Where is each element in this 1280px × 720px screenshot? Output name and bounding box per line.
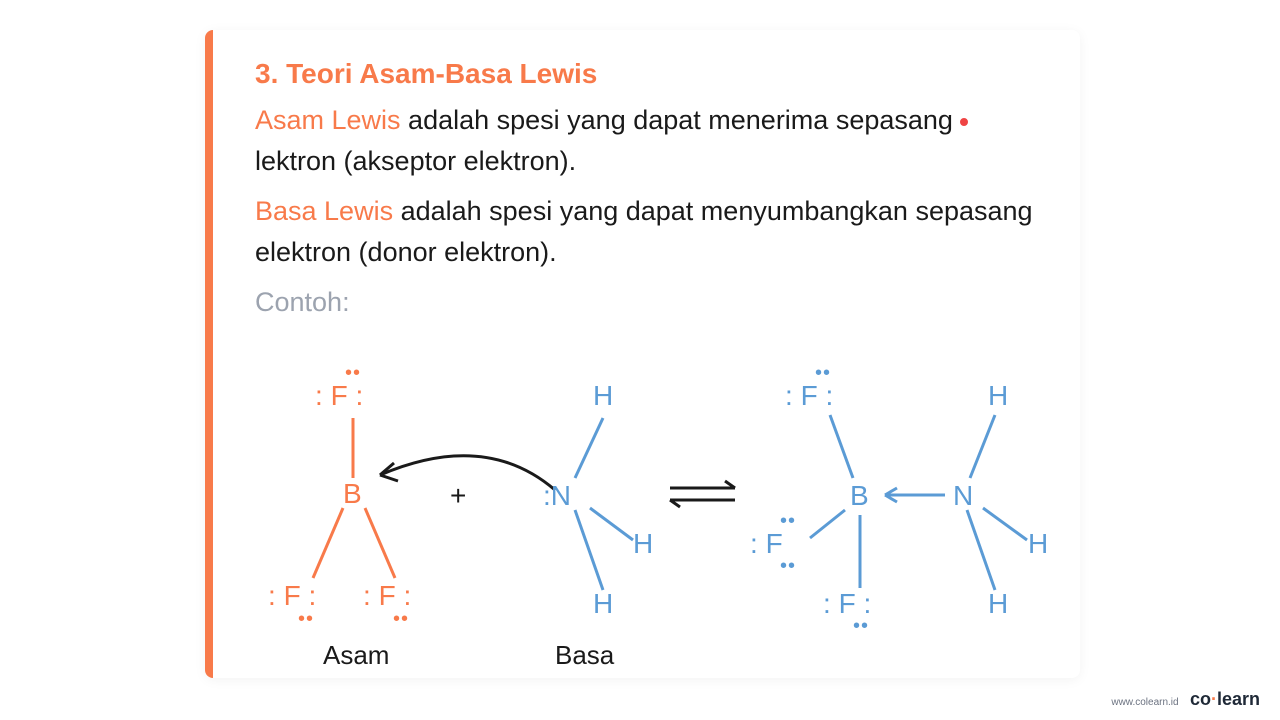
atom-H: H	[593, 588, 613, 620]
term-basa: Basa Lewis	[255, 196, 393, 226]
lone-pair-dots: ••	[345, 362, 361, 385]
plus-sign: +	[450, 480, 466, 512]
lone-pair-dots: ••	[393, 608, 409, 631]
lone-pair-dots: ••	[780, 510, 796, 533]
atom-H: H	[593, 380, 613, 412]
accent-bar	[205, 30, 213, 678]
definition-asam: Asam Lewis adalah spesi yang dapat mener…	[255, 100, 1040, 181]
footer: www.colearn.id co·learn	[1111, 689, 1260, 710]
electron-arrow	[380, 456, 555, 490]
label-basa: Basa	[555, 640, 614, 671]
lewis-diagram: : F : •• B : F : •• : F : •• + H :N H H …	[255, 340, 1055, 670]
example-label: Contoh:	[255, 282, 1040, 323]
content-card: 3. Teori Asam-Basa Lewis Asam Lewis adal…	[205, 30, 1080, 678]
diagram-svg	[255, 340, 1055, 670]
def-asam-before: adalah spesi yang dapat menerima sepasan…	[401, 105, 961, 135]
footer-url: www.colearn.id	[1111, 697, 1178, 708]
lone-pair-dots: ••	[298, 608, 314, 631]
atom-B: B	[343, 478, 362, 510]
atom-N: N	[953, 480, 973, 512]
content-area: 3. Teori Asam-Basa Lewis Asam Lewis adal…	[205, 30, 1080, 353]
cursor-dot-icon	[958, 116, 970, 128]
atom-B: B	[850, 480, 869, 512]
def-asam-after: lektron (akseptor elektron).	[255, 146, 576, 176]
definition-basa: Basa Lewis adalah spesi yang dapat menyu…	[255, 191, 1040, 272]
atom-H: H	[1028, 528, 1048, 560]
lone-pair-dots: ••	[780, 555, 796, 578]
atom-F: : F	[750, 528, 783, 560]
lone-pair-dots: ••	[815, 362, 831, 385]
section-title: 3. Teori Asam-Basa Lewis	[255, 58, 1040, 90]
atom-H: H	[988, 588, 1008, 620]
brand-logo: co·learn	[1190, 689, 1260, 709]
atom-H: H	[633, 528, 653, 560]
lone-pair-dots: ••	[853, 615, 869, 638]
atom-N: :N	[543, 480, 571, 512]
atom-H: H	[988, 380, 1008, 412]
label-asam: Asam	[323, 640, 389, 671]
equilibrium-icon	[670, 481, 735, 507]
term-asam: Asam Lewis	[255, 105, 401, 135]
